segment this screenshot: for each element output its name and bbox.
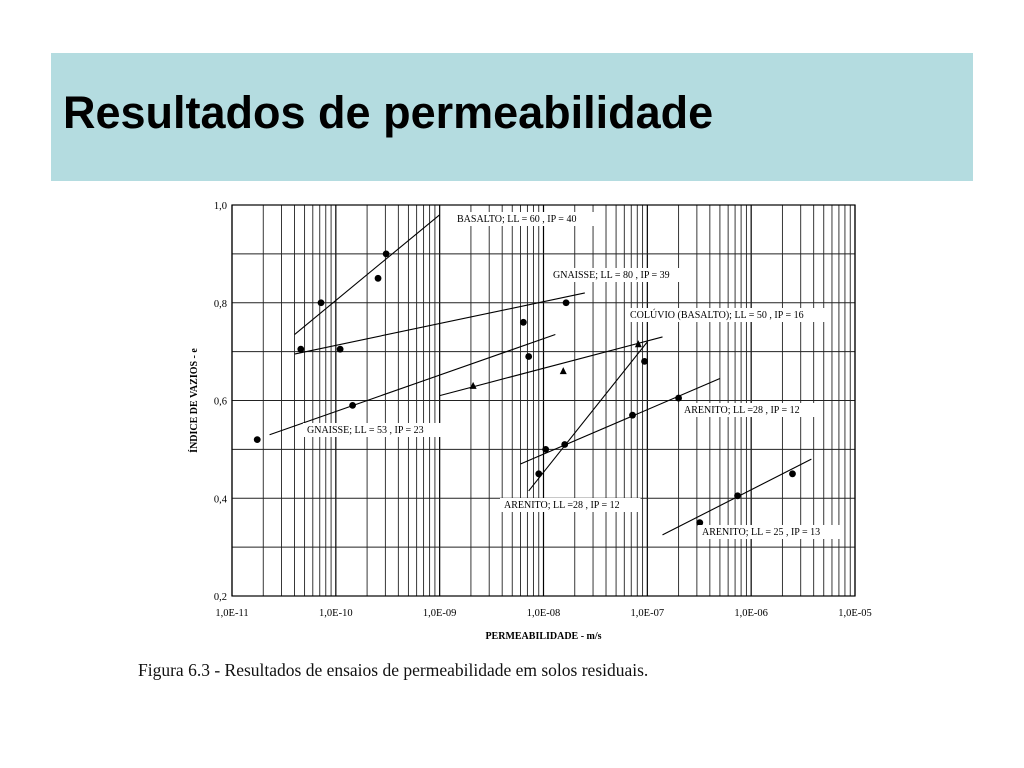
data-point <box>349 401 356 409</box>
data-point <box>253 436 261 443</box>
data-point <box>519 318 527 326</box>
x-tick-label: 1,0E-11 <box>215 608 248 619</box>
data-point <box>629 411 636 419</box>
figure-caption: Figura 6.3 - Resultados de ensaios de pe… <box>138 660 649 680</box>
annotation-bg <box>303 423 449 437</box>
data-point <box>675 394 682 402</box>
y-tick-label: 0,6 <box>214 397 227 408</box>
annotation-bg <box>680 403 821 417</box>
x-tick-label: 1,0E-09 <box>423 608 457 619</box>
annotation-bg <box>698 525 844 539</box>
data-point <box>525 353 533 360</box>
data-point-triangle <box>634 340 642 348</box>
plot-frame <box>231 204 856 597</box>
data-point <box>562 299 570 307</box>
y-axis-label: ÍNDICE DE VAZIOS - e <box>188 348 200 453</box>
permeability-chart: 1,0E-11 1,0E-10 1,0E-09 1,0E-08 1,0E-07 1,0E-… <box>188 201 872 642</box>
data-point <box>374 274 382 282</box>
data-point-triangle <box>469 381 477 389</box>
x-axis-label: PERMEABILIDADE - m/s <box>485 631 601 642</box>
annotation-bg <box>549 268 695 282</box>
data-point <box>297 345 305 353</box>
series-annotation: COLÚVIO (BASALTO); LL = 50 , IP = 16 <box>630 309 804 321</box>
x-tick-label: 1,0E-10 <box>319 608 353 619</box>
data-point <box>336 345 344 353</box>
slide-title: Resultados de permeabilidade <box>63 87 714 138</box>
series-annotation: ARENITO; LL = 25 , IP = 13 <box>702 527 820 538</box>
x-tick-label: 1,0E-06 <box>734 608 768 619</box>
y-tick-label: 0,8 <box>214 299 227 310</box>
data-point <box>789 470 796 478</box>
x-tick-label: 1,0E-05 <box>838 608 872 619</box>
data-point <box>535 470 543 478</box>
data-point <box>542 445 550 453</box>
annotation-bg <box>626 308 825 322</box>
data-point <box>317 299 325 307</box>
series-annotation: ARENITO; LL =28 , IP = 12 <box>504 500 620 511</box>
trend-line <box>294 292 585 355</box>
y-tick-label: 0,2 <box>214 592 227 603</box>
trend-line <box>520 378 721 465</box>
series-annotation: GNAISSE; LL = 80 , IP = 39 <box>553 270 670 281</box>
data-point-triangle <box>559 367 567 375</box>
annotation-bg <box>500 498 641 512</box>
data-point <box>696 519 704 527</box>
trend-line <box>294 214 441 335</box>
data-point <box>382 250 390 258</box>
y-tick-label: 1,0 <box>214 201 227 212</box>
x-tick-label: 1,0E-07 <box>631 608 665 619</box>
annotation-bg <box>453 212 599 226</box>
trend-line <box>269 333 556 436</box>
x-tick-label: 1,0E-08 <box>527 608 561 619</box>
series-annotation: GNAISSE; LL = 53 , IP = 23 <box>307 425 424 436</box>
data-point <box>641 358 648 365</box>
series-annotation: BASALTO; LL = 60 , IP = 40 <box>457 214 576 225</box>
title-band: Resultados de permeabilidade <box>51 53 973 181</box>
series-annotation: ARENITO; LL =28 , IP = 12 <box>684 405 800 416</box>
trend-line <box>528 341 648 492</box>
y-tick-label: 0,4 <box>214 494 228 505</box>
trend-line <box>439 336 663 397</box>
data-point <box>734 492 741 500</box>
